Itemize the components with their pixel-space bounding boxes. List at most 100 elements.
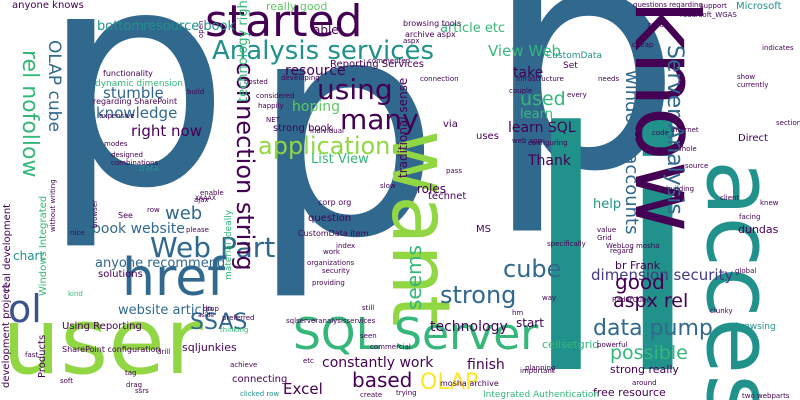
cloud-word: drag (126, 381, 143, 389)
cloud-word: anyone recommend (95, 256, 226, 271)
cloud-word: aspx (403, 37, 420, 45)
cloud-word: p (250, 0, 441, 304)
cloud-word: around (632, 379, 657, 387)
cloud-word: traditional sense (396, 77, 410, 178)
cloud-word: providing (312, 279, 345, 287)
cloud-word: web (165, 203, 203, 224)
cloud-word: learn (520, 107, 553, 122)
cloud-word: material ideally (224, 209, 234, 280)
cloud-word: solutions (98, 269, 143, 280)
cloud-word: regarding SharePoint (93, 97, 178, 106)
cloud-word: knowledge (96, 104, 178, 122)
cloud-word: See (118, 211, 133, 220)
cloud-word: strong (440, 281, 517, 309)
cloud-word: enable (200, 189, 224, 197)
cloud-word: cube (503, 255, 562, 283)
cloud-word: Reporting Services (330, 59, 424, 70)
cloud-word: sqljunkies (182, 341, 237, 354)
cloud-word: browsing tools (403, 19, 462, 28)
cloud-word: dynamic dimension (95, 79, 183, 89)
cloud-word: achieve (230, 361, 258, 369)
cloud-word: please (186, 226, 209, 234)
cloud-word: Products (37, 334, 48, 378)
cloud-word: resource book (143, 19, 236, 34)
cloud-word: building (666, 185, 695, 193)
cloud-word: still (362, 304, 375, 312)
cloud-word: XAAAX (195, 195, 216, 202)
cloud-word: NET (266, 116, 280, 124)
cloud-word: windows accounts (621, 70, 642, 235)
cloud-word: data pump (593, 316, 713, 341)
cloud-word: security (322, 267, 350, 275)
cloud-word: Excel (283, 380, 323, 398)
cloud-word: CustomData item (298, 229, 369, 238)
cloud-word: designed (111, 151, 143, 159)
cloud-word: pass (446, 167, 463, 175)
cloud-word: connection (420, 75, 459, 83)
cloud-word: thinking (220, 326, 249, 334)
cloud-word: take (513, 65, 544, 81)
cloud-word: commercial (370, 343, 411, 351)
cloud-word: Using Reporting (62, 321, 142, 332)
cloud-word: create (360, 391, 383, 399)
cloud-word: dimension security (591, 266, 734, 284)
cloud-word: drop (203, 305, 219, 313)
cloud-word: able (313, 23, 339, 37)
cloud-word: radar (648, 21, 667, 29)
cloud-word: hm (512, 309, 524, 317)
cloud-word: application (258, 132, 391, 160)
cloud-word: planning (525, 364, 556, 372)
cloud-word: rel nofollow (17, 50, 42, 178)
cloud-word: start (516, 316, 544, 330)
cloud-word: combinations (111, 159, 159, 167)
cloud-word: SQL Server (293, 309, 539, 360)
cloud-word: technology right (236, 0, 251, 102)
cloud-word: kind (68, 290, 83, 298)
cloud-word: article etc (440, 21, 506, 36)
cloud-word: roles (417, 182, 446, 196)
cloud-word: fast (25, 351, 39, 359)
cloud-word: help (593, 197, 622, 212)
cloud-word: code (652, 129, 669, 137)
cloud-word: data (139, 164, 160, 174)
cloud-word: user (2, 288, 203, 395)
cloud-word: question (308, 213, 352, 224)
cloud-word: row (147, 206, 160, 214)
cloud-word: configuring (528, 139, 568, 147)
cloud-word: aspx rel (613, 290, 689, 312)
cloud-word: archive aspx (405, 30, 456, 39)
cloud-word: li (520, 63, 704, 400)
cloud-word: bottom (97, 19, 145, 34)
cloud-word: soft (60, 377, 74, 385)
cloud-word: really good (266, 0, 328, 13)
cloud-word: drill (157, 348, 171, 356)
cloud-word: technet (428, 191, 467, 202)
cloud-word: using (317, 73, 393, 106)
cloud-word: value (597, 226, 617, 234)
cloud-word: development project (1, 284, 12, 388)
cloud-word: sqlserveranalysisservices (286, 317, 376, 325)
cloud-word: browsing (735, 322, 776, 332)
cloud-word: important (520, 367, 555, 375)
cloud-word: connecting (232, 374, 288, 385)
cloud-word: individual (310, 127, 344, 135)
cloud-word: p (40, 0, 231, 254)
cloud-word: clunky (710, 307, 733, 315)
cloud-word: List View (311, 152, 369, 167)
cloud-word: without writing (49, 179, 57, 232)
cloud-word: ssrs (135, 387, 149, 395)
cloud-word: finish (467, 357, 505, 373)
cloud-word: Microsoft (736, 1, 782, 12)
cloud-word: chart (13, 249, 45, 263)
cloud-word: Thank (528, 153, 571, 169)
cloud-word: considered (256, 92, 295, 100)
cloud-word: show (737, 73, 756, 81)
cloud-word: commented (368, 57, 411, 65)
cloud-word: Integrated Authentication (483, 390, 600, 400)
cloud-word: modes (104, 140, 128, 148)
cloud-word: Set (563, 61, 578, 71)
cloud-word: strong really (610, 363, 679, 376)
cloud-word: questions regarding (633, 1, 703, 9)
cloud-word: functionality (103, 69, 153, 78)
cloud-word: infrastructure (516, 75, 564, 83)
